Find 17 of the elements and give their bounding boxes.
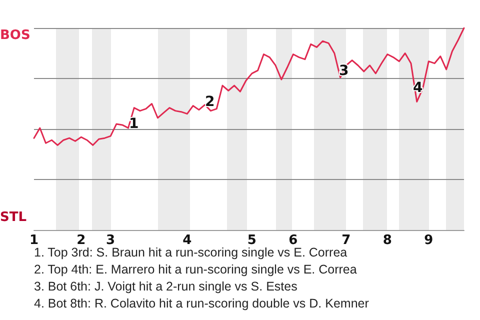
annotation: 2 (205, 94, 215, 110)
x-tick-label: 7 (342, 233, 351, 248)
text: STL (0, 210, 27, 225)
x-tick-label: 1 (29, 233, 39, 248)
text: 4. Bot 8th: R. Colavito hit a run-scoring double vs D. Kemner (34, 296, 369, 310)
x-tick-label: 5 (247, 233, 256, 248)
x-tick-label: 8 (382, 233, 392, 248)
text: 2. Top 4th: E. Marrero hit a run-scoring single vs E. Correa (34, 262, 357, 276)
text: BOS (0, 28, 30, 43)
text: 3. Bot 6th: J. Voigt hit a 2-run single vs S. Estes (34, 280, 298, 294)
x-tick-label: 4 (182, 233, 192, 248)
x-tick-label: 2 (76, 233, 86, 248)
annotation: 1 (129, 116, 139, 132)
text: 1. Top 3rd: S. Braun hit a run-scoring single vs E. Correa (34, 246, 348, 260)
x-tick-label: 6 (288, 233, 298, 248)
x-tick-label: 3 (106, 233, 116, 248)
x-tick-label: 9 (424, 233, 434, 248)
